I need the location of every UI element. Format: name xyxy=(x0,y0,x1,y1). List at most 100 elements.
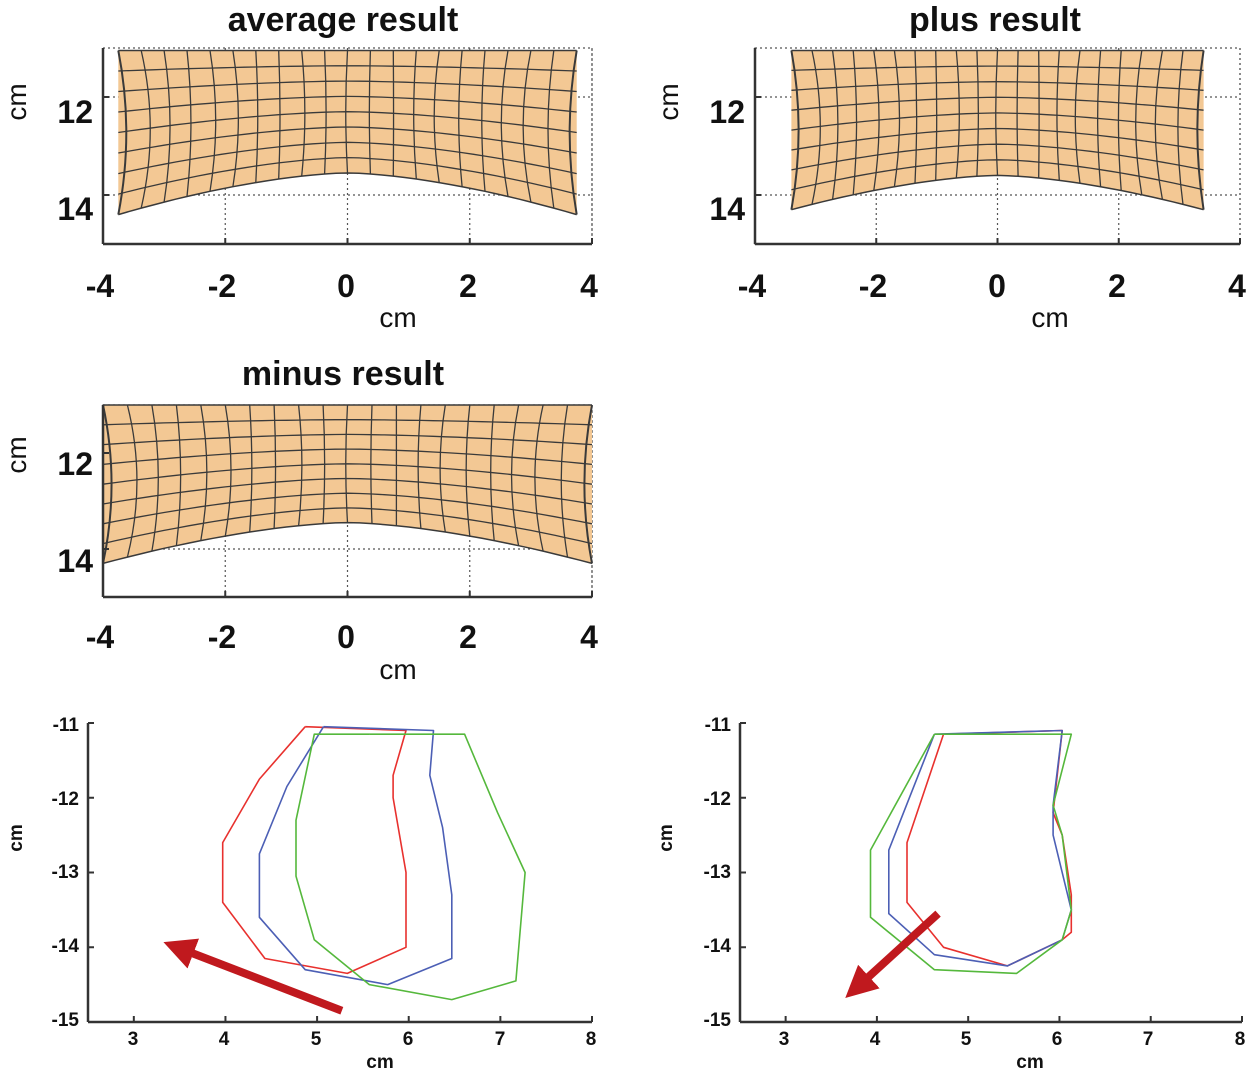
mesh-column-line xyxy=(914,50,918,184)
mesh-column-line xyxy=(811,50,821,205)
mesh-column-line xyxy=(140,50,151,209)
mesh-row-line xyxy=(118,156,577,195)
mesh-column-line xyxy=(831,50,839,200)
mesh-column-line xyxy=(547,50,555,209)
panel-average-result: average result 12 14 -4 -2 0 2 4 cm cm xyxy=(1,1,598,333)
mesh-column-line xyxy=(249,404,253,533)
mesh-column-line xyxy=(209,50,217,192)
y-tick-label: -12 xyxy=(704,789,731,810)
y-tick-label: -14 xyxy=(52,936,80,957)
x-tick-label: -2 xyxy=(859,268,887,304)
series-line-green xyxy=(295,733,526,1001)
mesh-column-line xyxy=(568,50,578,215)
mesh-row-line xyxy=(118,95,577,113)
mesh-column-line xyxy=(560,404,569,558)
mesh-column-line xyxy=(500,50,509,197)
x-tick-label: 0 xyxy=(337,268,355,304)
mesh-column-line xyxy=(126,404,138,558)
mesh-column-line xyxy=(481,50,486,192)
mesh-fill xyxy=(118,50,577,215)
mesh-column-line xyxy=(186,50,192,197)
mesh-column-line xyxy=(232,50,239,187)
mesh-column-line xyxy=(297,404,303,526)
x-axis-label: cm xyxy=(1031,302,1068,333)
x-axis-label: cm xyxy=(379,302,416,333)
mesh-row-line xyxy=(791,65,1204,72)
panel-title: plus result xyxy=(909,1,1081,39)
mesh-column-line xyxy=(1056,50,1060,181)
mesh-column-line xyxy=(439,404,446,533)
y-tick-label: -13 xyxy=(52,862,79,883)
mesh-row-line xyxy=(102,448,593,466)
x-tick-label: 3 xyxy=(779,1029,790,1050)
series-line-green xyxy=(869,733,1073,975)
x-tick-label: 4 xyxy=(219,1029,230,1050)
mesh-column-line xyxy=(368,50,372,175)
mesh-row-line xyxy=(118,126,577,154)
panel-plus-result: plus result 12 14 -4 -2 0 2 4 cm cm xyxy=(653,1,1246,333)
mesh-column-line xyxy=(935,50,938,181)
mesh-column-line xyxy=(117,50,128,215)
y-axis-label: cm xyxy=(1,83,32,120)
mesh-bottom-edge xyxy=(102,521,593,565)
panel-contour-left: -11 -12 -13 -14 -15 3 4 5 6 7 8 cm cm xyxy=(6,715,596,1073)
x-tick-label: 2 xyxy=(459,268,477,304)
mesh-column-line xyxy=(1097,50,1102,187)
mesh-column-line xyxy=(583,404,593,564)
mesh-column-line xyxy=(151,404,159,552)
panel-minus-result: minus result 12 14 -4 -2 0 2 4 cm cm xyxy=(1,355,598,685)
series-line-red xyxy=(906,729,1073,967)
mesh-row-line xyxy=(791,96,1204,111)
x-tick-label: -2 xyxy=(208,268,236,304)
x-tick-label: -2 xyxy=(208,619,236,655)
series-line-blue xyxy=(258,725,453,986)
mesh-row-line xyxy=(118,111,577,134)
panel-contour-right: -11 -12 -13 -14 -15 3 4 5 6 7 8 cm cm xyxy=(656,715,1245,1073)
mesh-column-line xyxy=(322,404,326,524)
mesh-column-line xyxy=(873,50,880,191)
x-tick-label: -4 xyxy=(738,268,767,304)
mesh-column-line xyxy=(255,50,259,183)
mesh-column-line xyxy=(1196,50,1205,210)
y-tick-label: -14 xyxy=(704,936,732,957)
mesh-column-line xyxy=(163,50,171,203)
mesh-column-line xyxy=(278,50,281,180)
mesh-bottom-edge xyxy=(791,174,1204,211)
mesh-column-line xyxy=(323,50,327,175)
mesh-column-line xyxy=(102,404,113,564)
mesh-column-line xyxy=(345,50,349,174)
mesh-column-line xyxy=(417,404,422,529)
x-tick-label: 7 xyxy=(1143,1029,1154,1050)
mesh-row-line xyxy=(102,492,593,525)
mesh-column-line xyxy=(522,50,532,203)
mesh-row-line xyxy=(118,65,577,72)
plot-area xyxy=(738,722,1243,1024)
series-line-red xyxy=(221,725,407,975)
x-tick-label: 8 xyxy=(1235,1029,1246,1050)
y-tick-label: 12 xyxy=(57,94,93,130)
x-tick-label: 2 xyxy=(459,619,477,655)
mesh-row-line xyxy=(118,80,577,93)
mesh-column-line xyxy=(852,50,858,195)
y-tick-label: 12 xyxy=(709,94,745,130)
mesh-row-line xyxy=(791,127,1204,151)
mesh-row-line xyxy=(791,112,1204,131)
mesh-column-line xyxy=(433,50,440,183)
mesh-column-line xyxy=(490,404,495,541)
mesh-row-line xyxy=(791,143,1204,171)
plot-area xyxy=(101,404,593,599)
mesh-fill xyxy=(103,405,592,564)
y-axis-label: cm xyxy=(656,824,677,851)
x-tick-label: 7 xyxy=(495,1029,506,1050)
mesh-column-line xyxy=(200,404,208,541)
mesh-row-line xyxy=(791,159,1204,191)
mesh-column-line xyxy=(1016,50,1019,177)
mesh-row-line xyxy=(102,419,593,426)
x-tick-label: 8 xyxy=(586,1029,597,1050)
mesh-column-line xyxy=(458,50,463,187)
mesh-column-line xyxy=(510,404,520,546)
x-tick-label: 6 xyxy=(403,1029,414,1050)
mesh-column-line xyxy=(301,50,306,177)
mesh-column-line xyxy=(790,50,800,210)
